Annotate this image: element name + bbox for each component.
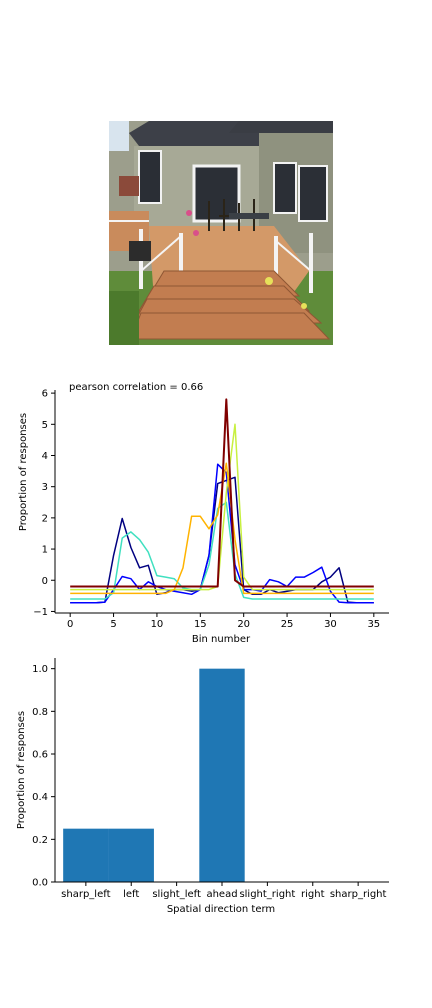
x-tick-label: 5 [110,619,116,630]
plot-area: sharp_left left slight_left ahead slight_rig… [32,658,389,900]
x-tick-label: sharp_right [330,889,387,900]
x-tick-label: 15 [194,619,207,630]
bar [108,828,154,882]
x-tick-label: 0 [67,619,73,630]
y-axis-label: Proportion of responses [18,413,29,531]
y-tick-label: −1 [33,607,48,618]
x-tick-label: slight_left [152,889,201,900]
x-tick-label: right [301,889,325,900]
series-line [70,463,374,604]
x-tick-label: sharp_left [61,889,110,900]
x-tick-label: 20 [237,619,250,630]
y-tick-label: 0.0 [32,878,48,889]
series-line [70,423,374,591]
y-tick-label: 4 [42,451,48,462]
plot-area: 0 5 10 15 20 25 30 35 −1 0 1 2 3 4 5 6 [33,389,389,630]
x-tick-label: 30 [324,619,337,630]
chart-title: pearson correlation = 0.66 [69,382,203,393]
y-tick-label: 1 [42,545,48,556]
x-tick-label: 35 [367,619,380,630]
deck-photo [109,121,333,345]
y-axis-label: Proportion of responses [16,711,27,829]
x-axis-label: Spatial direction term [167,904,275,915]
bar-chart: sharp_left left slight_left ahead slight_rig… [16,658,389,915]
y-tick-label: 0.8 [32,707,48,718]
x-tick-label: 25 [281,619,294,630]
x-tick-label: 10 [151,619,164,630]
y-tick-label: 6 [42,389,48,400]
line-chart: pearson correlation = 0.66 0 5 10 15 20 25 30 3… [18,382,389,645]
x-axis-label: Bin number [192,634,251,645]
y-tick-label: 5 [42,420,48,431]
y-tick-label: 0.4 [32,792,48,803]
y-tick-label: 1.0 [32,664,48,675]
x-tick-label: left [123,889,139,900]
y-tick-label: 0.2 [32,835,48,846]
y-tick-label: 0 [42,576,48,587]
x-tick-label: ahead [206,889,237,900]
y-tick-label: 0.6 [32,750,48,761]
y-tick-label: 3 [42,482,48,493]
y-tick-label: 2 [42,513,48,524]
bar [63,828,109,882]
bar [199,668,245,882]
x-tick-label: slight_right [239,889,295,900]
series-line [70,398,374,588]
